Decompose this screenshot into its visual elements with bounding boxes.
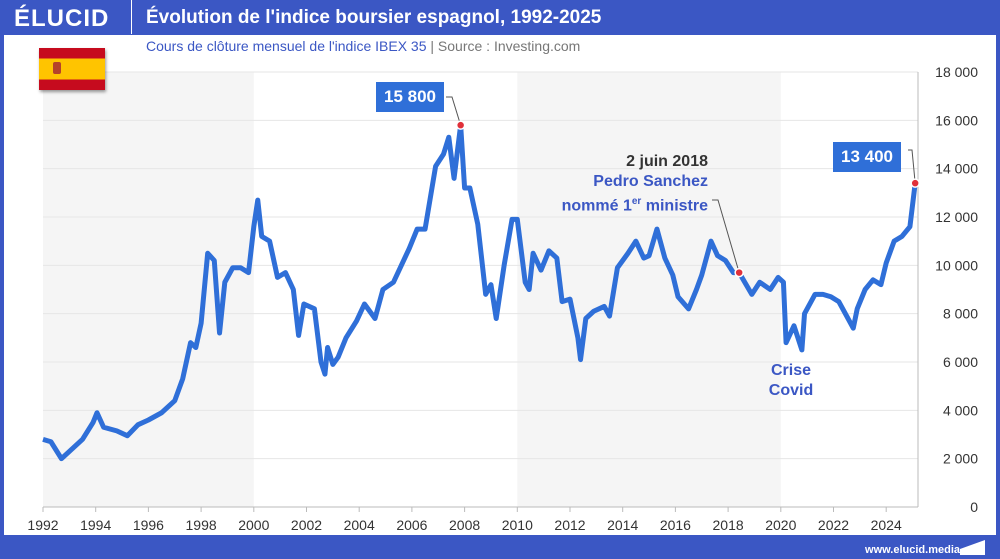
footer-logo-icon: [960, 540, 985, 555]
spain-flag-icon: [39, 48, 105, 90]
annotation-sup: er: [631, 196, 642, 207]
chart-subtitle: Cours de clôture mensuel de l'indice IBE…: [146, 38, 580, 54]
header-divider: [131, 0, 132, 34]
annotation-last-value: 13 400: [833, 142, 901, 172]
x-tick-label: 2000: [238, 517, 269, 533]
x-tick-label: 2002: [291, 517, 322, 533]
annotation-line: Covid: [768, 382, 814, 399]
decade-band: [517, 72, 781, 507]
annotation-line: Crise: [770, 362, 812, 379]
annotation-covid: Crise Covid: [762, 361, 820, 401]
x-tick-label: 2020: [765, 517, 796, 533]
source-text: Source : Investing.com: [437, 38, 581, 54]
leader-line: [908, 149, 916, 184]
x-tick-label: 2024: [871, 517, 902, 533]
annotation-line: 2 juin 2018: [626, 153, 708, 170]
x-tick-label: 2016: [660, 517, 691, 533]
annotation-marker: [734, 267, 744, 278]
x-tick-label: 2010: [502, 517, 533, 533]
y-tick-label: 10 000: [935, 257, 978, 273]
y-tick-label: 2 000: [943, 451, 978, 467]
x-tick-label: 2022: [818, 517, 849, 533]
x-tick-label: 2004: [344, 517, 375, 533]
x-tick-label: 1998: [186, 517, 217, 533]
x-tick-label: 2014: [607, 517, 638, 533]
y-tick-label: 18 000: [935, 64, 978, 80]
annotation-sanchez: 2 juin 2018 Pedro Sanchez nommé 1er mini…: [562, 152, 708, 216]
leader-line: [446, 96, 462, 126]
x-tick-label: 1994: [80, 517, 111, 533]
ibex-35-line: [42, 122, 918, 462]
x-tick-label: 2012: [554, 517, 585, 533]
y-tick-label: 14 000: [935, 161, 978, 177]
x-tick-label: 2006: [396, 517, 427, 533]
annotation-marker: [455, 120, 466, 130]
annotation-marker: [910, 178, 920, 188]
y-tick-label: 6 000: [943, 354, 978, 370]
leader-line: [712, 199, 740, 273]
subtitle-text: Cours de clôture mensuel de l'indice IBE…: [146, 38, 427, 54]
footer-url[interactable]: www.elucid.media: [865, 544, 960, 556]
logo: ÉLUCID: [14, 5, 110, 32]
y-tick-label: 16 000: [935, 112, 978, 128]
y-tick-label: 12 000: [935, 209, 978, 225]
x-tick-label: 2008: [449, 517, 480, 533]
annotation-text: ministre: [641, 197, 708, 215]
x-tick-label: 1996: [133, 517, 164, 533]
annotation-line: nommé 1er ministre: [562, 192, 708, 216]
x-tick-label: 2018: [713, 517, 744, 533]
chart-title: Évolution de l'indice boursier espagnol,…: [146, 7, 602, 28]
x-tick-label: 1992: [27, 517, 58, 533]
separator: |: [430, 38, 435, 54]
y-tick-label: 0: [970, 499, 978, 515]
annotation-peak-2007: 15 800: [376, 82, 444, 112]
annotation-line: Pedro Sanchez: [593, 173, 708, 190]
y-tick-label: 4 000: [943, 402, 978, 418]
annotation-text: nommé 1: [561, 197, 632, 215]
y-tick-label: 8 000: [943, 306, 978, 322]
